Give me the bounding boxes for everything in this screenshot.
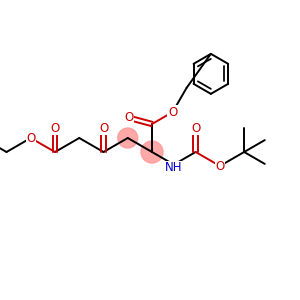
Text: O: O bbox=[215, 160, 224, 172]
Text: NH: NH bbox=[165, 161, 183, 174]
Text: O: O bbox=[124, 111, 134, 124]
Text: O: O bbox=[26, 131, 35, 145]
Circle shape bbox=[118, 128, 138, 148]
Text: O: O bbox=[191, 122, 200, 135]
Circle shape bbox=[141, 141, 163, 163]
Text: O: O bbox=[168, 106, 177, 118]
Text: O: O bbox=[99, 122, 108, 135]
Text: O: O bbox=[50, 122, 60, 135]
